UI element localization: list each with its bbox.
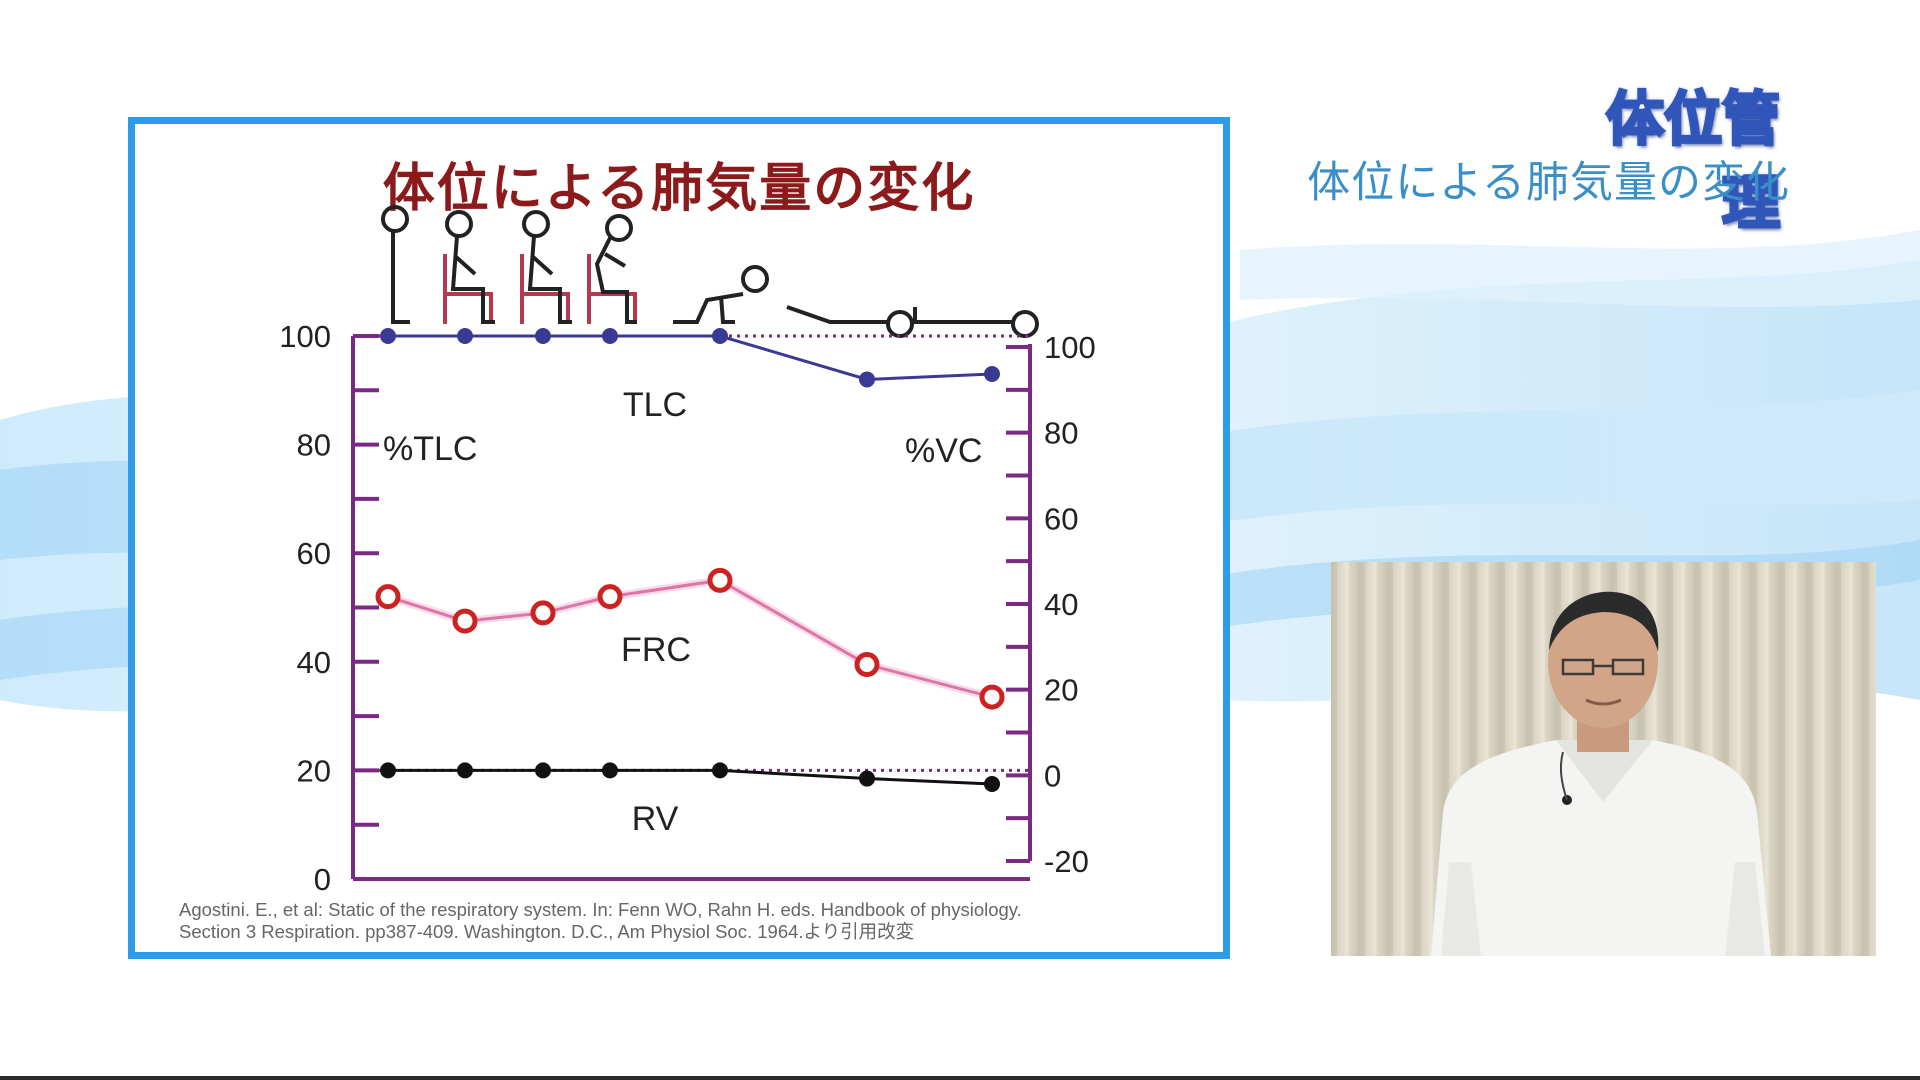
data-point-frc (375, 584, 401, 610)
data-point-rv (859, 770, 875, 787)
data-point-rv (602, 762, 618, 779)
left-axis-label: %TLC (383, 430, 477, 468)
right-tick-label: 60 (1044, 501, 1078, 536)
slide-title: 体位による肺気量の変化 (382, 159, 976, 219)
left-tick-label: 0 (314, 862, 331, 897)
data-point-frc (854, 652, 880, 678)
left-tick-label: 60 (297, 536, 331, 571)
data-point-frc (597, 584, 623, 610)
data-point-rv (457, 762, 473, 779)
head-down-figure-icon (786, 305, 914, 338)
left-tick-label: 80 (297, 428, 331, 463)
chair-sitting-figure-icon (443, 210, 495, 324)
data-point-rv (984, 775, 1000, 792)
bottom-bar (0, 1076, 1920, 1080)
chair-sitting-figure-icon (520, 210, 572, 324)
series-label-frc: FRC (621, 631, 691, 669)
series-line-tlc (388, 334, 993, 381)
standing-figure-icon (381, 205, 410, 324)
lung-volume-chart: 0 20 40 60 80 100 -20 0 20 40 60 80 100 %TLC %VC TLC… (279, 205, 1096, 897)
posture-icons (381, 205, 1039, 338)
series-label-tlc: TLC (623, 386, 687, 424)
data-point-rv (380, 762, 396, 779)
left-tick-label: 20 (297, 753, 331, 788)
right-axis-label: %VC (905, 432, 982, 470)
data-point-frc (707, 567, 733, 593)
data-point-tlc (380, 328, 396, 344)
right-tick-label: 80 (1044, 416, 1078, 451)
data-point-frc (530, 600, 556, 626)
slide-panel: 体位による肺気量の変化 0 20 40 60 80 100 -20 0 20 40 60 80 100 … (128, 117, 1230, 959)
section-subtitle: 体位による肺気量の変化 (1307, 158, 1790, 208)
data-point-frc (452, 608, 478, 634)
series-line-rv (388, 768, 993, 786)
data-point-tlc (712, 328, 728, 344)
series-label-rv: RV (632, 800, 679, 838)
citation-line-2: Section 3 Respiration. pp387-409. Washin… (179, 921, 915, 942)
right-tick-label: -20 (1044, 844, 1089, 879)
section-label: 体位管理 (1604, 84, 1781, 239)
left-tick-label: 40 (297, 645, 331, 680)
left-tick-label: 100 (279, 319, 331, 354)
right-tick-label: 0 (1044, 758, 1061, 793)
citation: Agostini. E., et al: Static of the respi… (179, 899, 1219, 943)
data-point-tlc (984, 366, 1000, 383)
presenter-video-icon (1331, 562, 1876, 956)
chart-series (375, 328, 1005, 792)
presenter-video-frame (1331, 562, 1876, 956)
data-point-frc (979, 684, 1005, 710)
supine-figure-icon (913, 307, 1039, 338)
right-tick-label: 100 (1044, 330, 1096, 365)
data-point-tlc (457, 328, 473, 344)
data-point-tlc (859, 371, 875, 388)
chair-leaning-figure-icon (587, 214, 637, 324)
prone-figure-icon (673, 265, 769, 324)
right-tick-label: 20 (1044, 673, 1078, 708)
right-tick-label: 40 (1044, 587, 1078, 622)
data-point-rv (712, 762, 728, 779)
chart-axes: 0 20 40 60 80 100 -20 0 20 40 60 80 100 (279, 319, 1095, 897)
data-point-tlc (602, 328, 618, 344)
data-point-tlc (535, 328, 551, 344)
data-point-rv (535, 762, 551, 779)
citation-line-1: Agostini. E., et al: Static of the respi… (179, 899, 1022, 920)
